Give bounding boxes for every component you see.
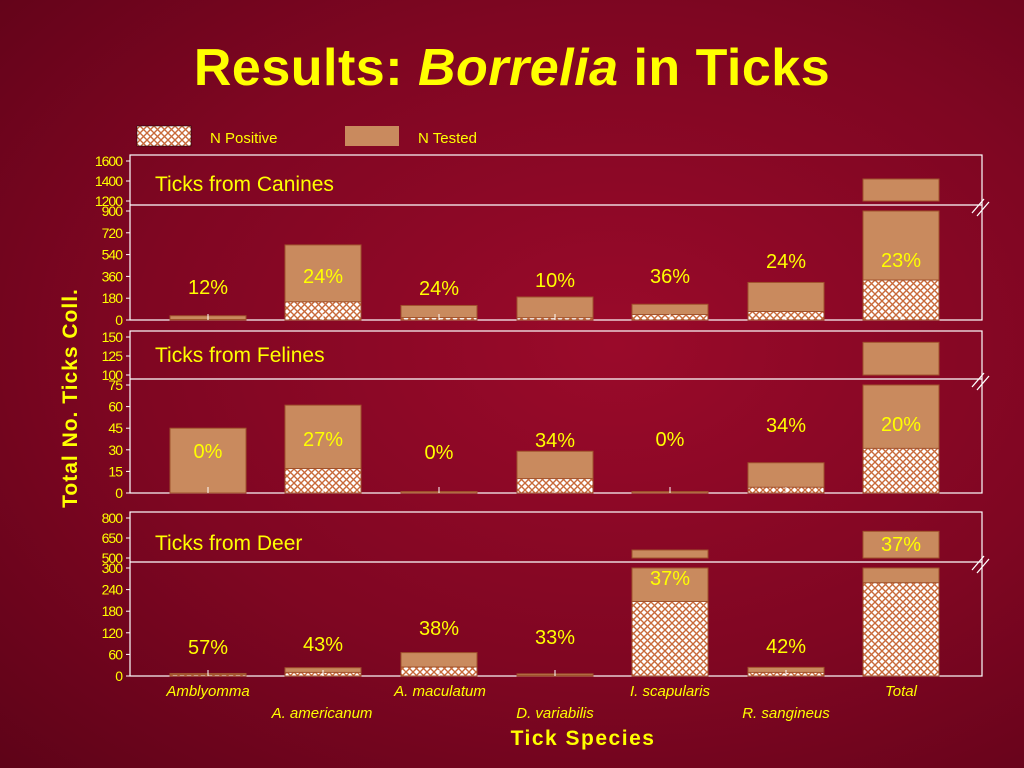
percent-label: 0% bbox=[194, 441, 223, 463]
panel-subtitle: Ticks from Deer bbox=[155, 532, 302, 555]
y-tick-label: 720 bbox=[102, 225, 124, 241]
bar-positive bbox=[631, 600, 709, 677]
y-tick-label: 0 bbox=[115, 312, 123, 328]
slide-title: Results: Borrelia in Ticks bbox=[0, 38, 1024, 98]
percent-label: 38% bbox=[419, 618, 459, 640]
x-tick-label-a-maculatum: A. maculatum bbox=[393, 683, 486, 700]
x-tick-label-amblyomma: Amblyomma bbox=[165, 683, 249, 700]
legend-swatch-positive bbox=[136, 125, 192, 147]
y-tick-label: 100 bbox=[102, 367, 124, 383]
axis-break-mark bbox=[971, 555, 985, 571]
y-tick-label: 0 bbox=[115, 668, 123, 684]
y-axis-label: Total No. Ticks Coll. bbox=[59, 288, 82, 508]
percent-label: 23% bbox=[881, 250, 921, 272]
y-tick-label: 180 bbox=[102, 603, 124, 619]
bar-tested-upper bbox=[862, 341, 940, 376]
axis-break-mark bbox=[971, 198, 985, 214]
y-tick-label: 1200 bbox=[95, 193, 123, 209]
y-tick-label: 0 bbox=[115, 485, 123, 501]
bar-tested-upper bbox=[862, 530, 940, 559]
percent-label: 10% bbox=[535, 270, 575, 292]
x-tick-label-a-americanum: A. americanum bbox=[271, 705, 373, 722]
bar-tested-upper bbox=[862, 178, 940, 202]
y-tick-label: 500 bbox=[102, 550, 124, 566]
percent-label: 24% bbox=[766, 251, 806, 273]
legend-swatch-tested bbox=[345, 126, 399, 146]
y-tick-label: 30 bbox=[108, 442, 123, 458]
percent-label: 0% bbox=[656, 429, 685, 451]
percent-label: 34% bbox=[535, 430, 575, 452]
title-prefix: Results: bbox=[193, 39, 418, 97]
y-tick-label: 360 bbox=[102, 268, 124, 284]
percent-label: 36% bbox=[650, 266, 690, 288]
y-tick-label: 120 bbox=[102, 625, 124, 641]
x-tick-label-total: Total bbox=[885, 683, 918, 700]
x-axis-tick-labels: Amblyomma A. maculatum I. scapularis Tot… bbox=[165, 683, 917, 722]
bar-positive bbox=[862, 279, 940, 321]
y-tick-label: 240 bbox=[102, 582, 124, 598]
y-tick-label: 150 bbox=[102, 329, 124, 345]
percent-label: 12% bbox=[188, 277, 228, 299]
y-tick-label: 800 bbox=[102, 510, 124, 526]
y-tick-label: 125 bbox=[102, 348, 124, 364]
y-tick-label: 45 bbox=[108, 420, 123, 436]
percent-label: 57% bbox=[188, 637, 228, 659]
percent-label: 27% bbox=[303, 429, 343, 451]
y-tick-label: 900 bbox=[102, 203, 124, 219]
bar-tested bbox=[169, 427, 247, 494]
y-tick-label: 75 bbox=[108, 377, 123, 393]
x-tick-label-i-scapularis: I. scapularis bbox=[630, 683, 711, 700]
x-tick-label-r-sangineus: R. sangineus bbox=[742, 705, 830, 722]
bar-tested-upper bbox=[631, 549, 709, 559]
percent-label: 43% bbox=[303, 634, 343, 656]
percent-label: 33% bbox=[535, 627, 575, 649]
percent-label: 0% bbox=[425, 442, 454, 464]
axis-break-mark bbox=[976, 201, 990, 217]
bar-positive bbox=[862, 447, 940, 494]
y-tick-label: 1600 bbox=[95, 153, 123, 169]
title-suffix: in Ticks bbox=[618, 39, 831, 97]
y-tick-label: 60 bbox=[108, 399, 123, 415]
panel-subtitle: Ticks from Canines bbox=[155, 173, 334, 196]
y-tick-label: 60 bbox=[108, 646, 123, 662]
legend-label-tested: N Tested bbox=[418, 130, 477, 147]
y-tick-label: 540 bbox=[102, 247, 124, 263]
legend: N Positive N Tested bbox=[136, 125, 477, 147]
axis-break-mark bbox=[976, 558, 990, 574]
percent-label: 24% bbox=[419, 278, 459, 300]
percent-label: 42% bbox=[766, 636, 806, 658]
percent-label: 24% bbox=[303, 266, 343, 288]
panel-subtitle: Ticks from Felines bbox=[155, 344, 325, 367]
title-genus: Borrelia bbox=[417, 39, 619, 97]
y-tick-label: 650 bbox=[102, 530, 124, 546]
axis-break-mark bbox=[976, 375, 990, 391]
x-axis-label: Tick Species bbox=[511, 727, 656, 750]
legend-label-positive: N Positive bbox=[210, 130, 278, 147]
x-tick-label-d-variabilis: D. variabilis bbox=[516, 705, 594, 722]
y-tick-label: 15 bbox=[108, 463, 123, 479]
y-tick-label: 1400 bbox=[95, 173, 123, 189]
percent-label: 34% bbox=[766, 415, 806, 437]
y-tick-label: 180 bbox=[102, 290, 124, 306]
bar-positive bbox=[862, 582, 940, 677]
axis-break-mark bbox=[971, 372, 985, 388]
y-tick-label: 300 bbox=[102, 560, 124, 576]
percent-label: 20% bbox=[881, 414, 921, 436]
percent-label: 37% bbox=[881, 534, 921, 556]
percent-label: 37% bbox=[650, 568, 690, 590]
